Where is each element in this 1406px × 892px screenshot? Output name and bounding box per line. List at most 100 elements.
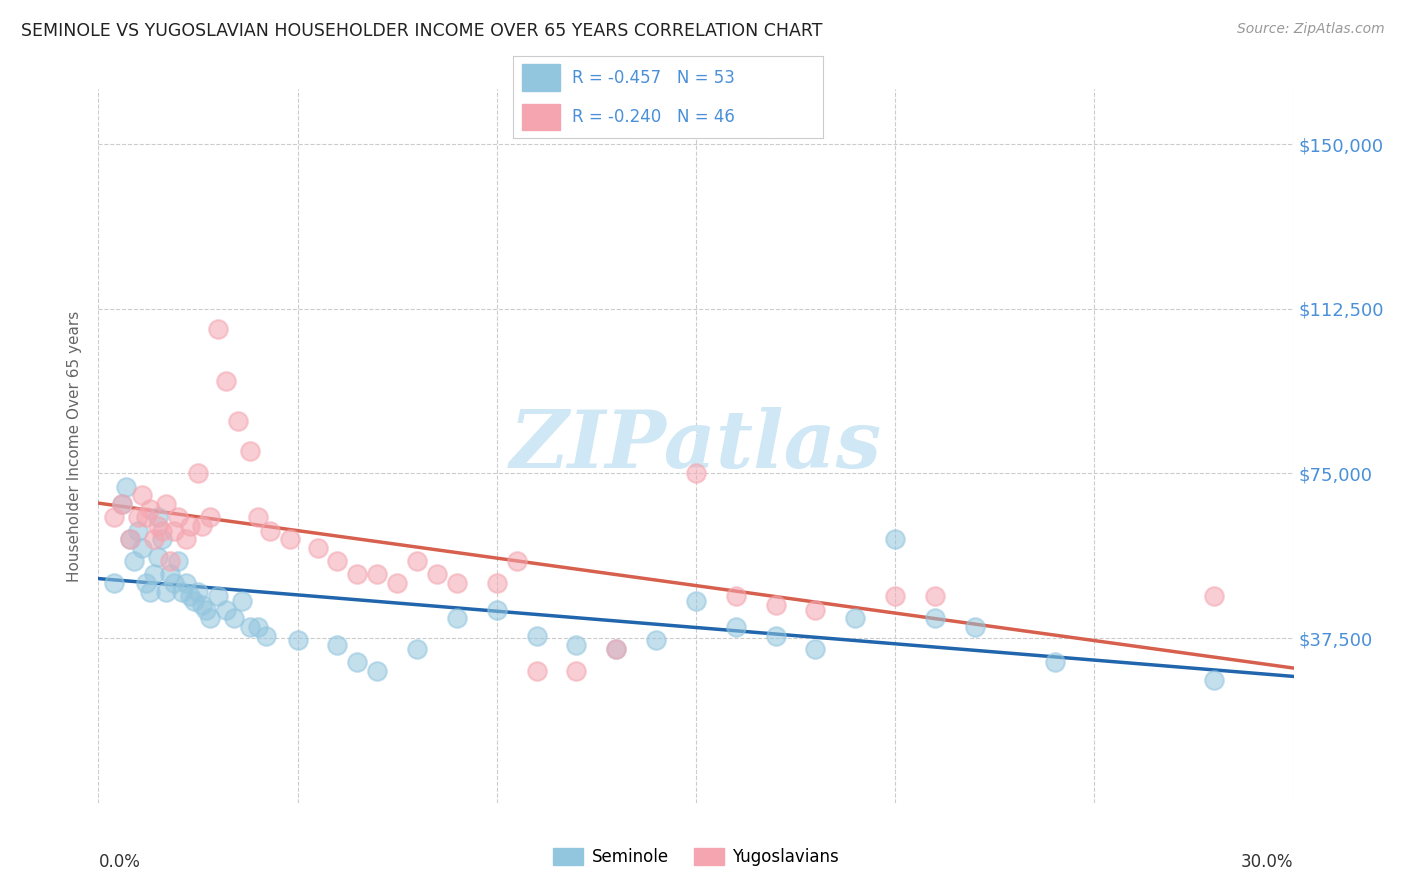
Point <box>139 501 162 516</box>
Point <box>127 510 149 524</box>
Text: 0.0%: 0.0% <box>98 853 141 871</box>
Point <box>222 611 245 625</box>
Point <box>446 611 468 625</box>
Point <box>179 519 201 533</box>
Point <box>124 554 146 568</box>
Legend: Seminole, Yugoslavians: Seminole, Yugoslavians <box>547 841 845 873</box>
Point <box>565 638 588 652</box>
Point <box>127 524 149 538</box>
Point <box>226 414 249 428</box>
Point <box>191 519 214 533</box>
Text: ZIPatlas: ZIPatlas <box>510 408 882 484</box>
Point <box>155 585 177 599</box>
Point <box>246 620 269 634</box>
Point <box>724 620 747 634</box>
Point <box>187 585 209 599</box>
Point <box>135 510 157 524</box>
Point <box>287 633 309 648</box>
Point <box>148 519 170 533</box>
Point <box>246 510 269 524</box>
Point <box>215 374 238 388</box>
Point <box>346 655 368 669</box>
Point <box>884 590 907 604</box>
Y-axis label: Householder Income Over 65 years: Householder Income Over 65 years <box>67 310 83 582</box>
Point <box>924 611 946 625</box>
Point <box>278 533 301 547</box>
Point <box>179 590 201 604</box>
Point <box>385 576 409 591</box>
Point <box>120 533 142 547</box>
Point <box>426 567 449 582</box>
Point <box>366 567 388 582</box>
Point <box>159 554 181 568</box>
Text: 30.0%: 30.0% <box>1241 853 1294 871</box>
Point <box>143 567 166 582</box>
Point <box>174 576 197 591</box>
Point <box>724 590 747 604</box>
Point <box>259 524 281 538</box>
Point <box>765 629 787 643</box>
Point <box>254 629 277 643</box>
Bar <box>523 103 560 130</box>
Point <box>685 594 707 608</box>
Point <box>159 567 181 582</box>
Point <box>406 554 429 568</box>
Point <box>111 497 134 511</box>
Point <box>605 642 627 657</box>
Point <box>115 480 138 494</box>
Point <box>207 321 229 335</box>
Point <box>1202 673 1225 687</box>
Point <box>195 602 218 616</box>
Point <box>526 664 548 678</box>
Point <box>366 664 388 678</box>
Point <box>139 585 162 599</box>
Point <box>406 642 429 657</box>
Point <box>198 611 221 625</box>
Point <box>844 611 866 625</box>
Point <box>103 576 125 591</box>
Point <box>485 602 508 616</box>
Point <box>103 510 125 524</box>
Point <box>131 541 153 555</box>
Point <box>307 541 329 555</box>
Point <box>1202 590 1225 604</box>
Point <box>685 467 707 481</box>
Point <box>187 467 209 481</box>
Point <box>239 620 262 634</box>
Point <box>804 602 827 616</box>
Point <box>135 576 157 591</box>
Point <box>167 554 190 568</box>
Point <box>174 533 197 547</box>
Point <box>155 497 177 511</box>
Point <box>198 510 221 524</box>
Point <box>207 590 229 604</box>
Point <box>148 510 170 524</box>
Point <box>526 629 548 643</box>
Point <box>148 549 170 564</box>
Point <box>215 602 238 616</box>
Point <box>565 664 588 678</box>
Point <box>172 585 194 599</box>
Point <box>446 576 468 591</box>
Point <box>605 642 627 657</box>
Point <box>326 554 349 568</box>
Point <box>143 533 166 547</box>
Point <box>239 444 262 458</box>
Text: R = -0.240   N = 46: R = -0.240 N = 46 <box>572 108 735 126</box>
Point <box>346 567 368 582</box>
Text: SEMINOLE VS YUGOSLAVIAN HOUSEHOLDER INCOME OVER 65 YEARS CORRELATION CHART: SEMINOLE VS YUGOSLAVIAN HOUSEHOLDER INCO… <box>21 22 823 40</box>
Point <box>183 594 205 608</box>
Point <box>485 576 508 591</box>
Point <box>506 554 529 568</box>
Point <box>163 524 186 538</box>
Point <box>111 497 134 511</box>
Point <box>131 488 153 502</box>
Point <box>645 633 668 648</box>
Point <box>326 638 349 652</box>
Point <box>120 533 142 547</box>
Bar <box>523 64 560 91</box>
Point <box>963 620 986 634</box>
Point <box>924 590 946 604</box>
Point <box>804 642 827 657</box>
Point <box>884 533 907 547</box>
